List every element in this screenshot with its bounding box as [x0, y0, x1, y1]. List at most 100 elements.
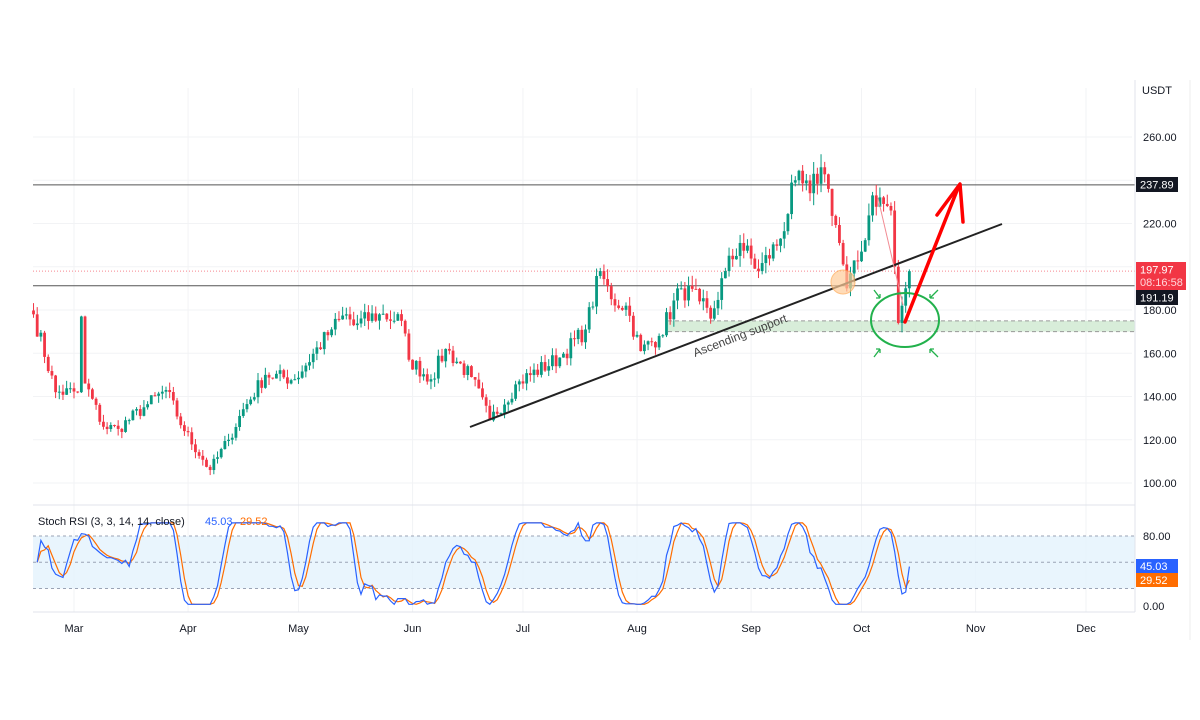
candle-body: [359, 318, 363, 324]
candle-body: [668, 312, 672, 320]
candle-body: [197, 452, 201, 456]
candle-body: [874, 195, 878, 207]
candle-body: [315, 347, 319, 354]
candle-body: [293, 379, 297, 381]
month-label: May: [288, 623, 309, 635]
candle-body: [138, 409, 142, 416]
candle-body: [620, 307, 624, 310]
drop-line: [877, 197, 904, 306]
candle-body: [617, 305, 621, 308]
candle-body: [735, 255, 738, 260]
candle-body: [723, 271, 727, 279]
candle-body: [510, 398, 514, 403]
candle-body: [50, 371, 54, 376]
candle-body: [263, 374, 267, 388]
month-label: Jun: [404, 623, 422, 635]
stoch-d-value: 29.52: [240, 516, 268, 528]
candle-body: [355, 323, 359, 326]
svg-text:237.89: 237.89: [1140, 180, 1174, 192]
candle-body: [230, 437, 234, 440]
candle-body: [709, 307, 713, 319]
candle-body: [576, 329, 580, 340]
candle-body: [690, 285, 694, 289]
candle-body: [701, 298, 705, 302]
candle-body: [672, 300, 676, 320]
candle-body: [856, 260, 860, 262]
candle-body: [871, 195, 874, 216]
svg-text:45.03: 45.03: [1140, 561, 1168, 573]
candle-body: [882, 197, 885, 204]
candle-body: [271, 377, 275, 379]
candle-body: [216, 457, 219, 459]
candle-body: [91, 389, 94, 399]
candle-body: [727, 255, 731, 272]
candle-body: [194, 444, 197, 453]
candle-body: [716, 299, 720, 309]
candle-body: [532, 369, 536, 376]
candle-body: [241, 409, 245, 416]
candle-body: [109, 425, 113, 430]
candle-body: [149, 395, 153, 405]
candle-body: [580, 329, 584, 343]
candle-body: [786, 214, 790, 232]
candle-body: [400, 314, 403, 321]
month-label: Dec: [1076, 623, 1096, 635]
candle-body: [760, 263, 764, 272]
ascending-trendline: [469, 223, 1003, 428]
candle-body: [503, 404, 506, 413]
indicator-label[interactable]: Stoch RSI (3, 3, 14, 14, close): [38, 516, 185, 528]
candle-body: [885, 203, 889, 206]
candle-body: [304, 365, 308, 372]
candles: [32, 154, 911, 476]
candle-body: [153, 395, 157, 397]
candle-body: [378, 314, 381, 321]
month-label: Aug: [627, 623, 647, 635]
candle-body: [337, 318, 341, 320]
candle-body: [102, 421, 105, 427]
candle-body: [238, 415, 241, 428]
month-label: Oct: [853, 623, 870, 635]
candle-body: [782, 231, 786, 239]
candle-body: [168, 390, 172, 393]
month-label: Mar: [65, 623, 84, 635]
candle-body: [466, 366, 470, 375]
candle-body: [352, 319, 356, 326]
candle-body: [753, 258, 757, 269]
candle-body: [146, 404, 149, 408]
candle-body: [201, 455, 205, 460]
candle-body: [768, 255, 771, 259]
candle-body: [698, 288, 701, 302]
candle-body: [447, 348, 451, 351]
candle-body: [370, 313, 374, 321]
candle-body: [282, 370, 286, 378]
candle-body: [267, 374, 271, 378]
stoch-k-line: [36, 521, 910, 606]
candle-body: [344, 314, 348, 316]
candle-body: [863, 240, 867, 252]
candle-body: [32, 310, 35, 315]
candle-body: [838, 225, 841, 243]
candle-body: [252, 397, 256, 400]
candle-body: [639, 334, 643, 352]
candle-body: [385, 313, 389, 320]
pointer-arrow-icon: [929, 348, 939, 358]
candle-body: [812, 173, 816, 194]
candle-body: [551, 355, 554, 367]
candle-body: [87, 383, 91, 390]
candle-body: [867, 215, 871, 241]
candle-body: [429, 379, 433, 382]
candle-body: [308, 362, 311, 366]
candle-body: [481, 388, 484, 398]
candle-body: [779, 238, 782, 246]
candle-body: [160, 391, 164, 394]
target-arrow: [903, 186, 960, 324]
candle-body: [407, 333, 411, 360]
candle-countdown: 08:16:58: [1140, 277, 1183, 289]
candle-body: [245, 404, 249, 410]
candle-body: [105, 426, 109, 430]
candle-body: [444, 348, 448, 362]
candle-body: [212, 458, 216, 471]
candle-body: [609, 286, 613, 300]
candle-body: [499, 412, 503, 414]
